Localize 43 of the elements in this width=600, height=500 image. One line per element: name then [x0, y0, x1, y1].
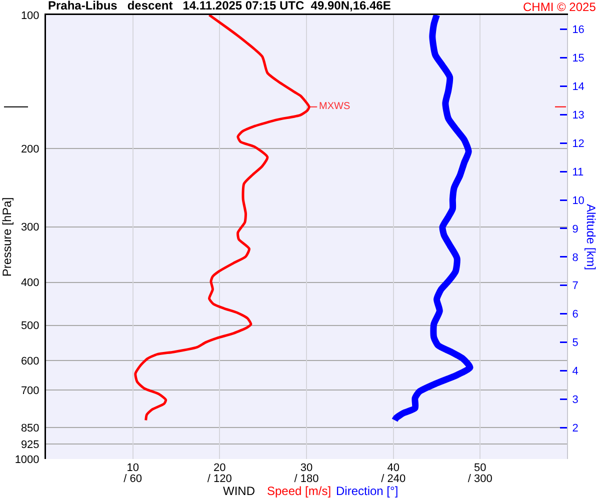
text: CHMI © 2025	[523, 0, 596, 14]
x-axis-title: WIND	[223, 484, 256, 498]
y-tick-label: 700	[20, 385, 40, 398]
y2-tick-label: 9	[572, 223, 578, 236]
x-tick-label: 40	[387, 462, 400, 474]
y-tick-label: 100	[20, 10, 40, 22]
y2-tick-label: 2	[572, 422, 578, 435]
y-tick-label: 200	[20, 144, 40, 156]
y2-tick-label: 3	[572, 394, 578, 406]
x-tick-label: 20	[214, 462, 226, 474]
x2-tick-label: / 240	[381, 473, 406, 485]
y2-tick-label: 5	[572, 337, 578, 350]
y2-tick-label: 16	[572, 24, 584, 36]
y2-tick-label: 8	[572, 252, 578, 264]
y2-tick-label: 13	[572, 109, 584, 122]
y-axis-title: Pressure [hPa]	[0, 197, 14, 277]
y-tick-label: 500	[20, 320, 40, 332]
y2-tick-label: 15	[572, 52, 584, 65]
y2-axis-title: Altitude [km]	[584, 204, 598, 270]
y-tick-label: 600	[20, 355, 40, 368]
y2-tick-label: 4	[572, 366, 578, 378]
x-tick-label: 10	[126, 462, 139, 474]
annotation: MXWS	[319, 101, 350, 112]
y2-tick-label: 11	[572, 166, 584, 178]
y2-tick-label: 14	[572, 81, 584, 93]
y-tick-label: 300	[20, 222, 40, 234]
x2-tick-label: / 60	[124, 473, 142, 485]
y-tick-label: 925	[20, 438, 40, 451]
y2-tick-label: 7	[572, 280, 578, 292]
y-tick-label: 1000	[14, 454, 40, 466]
text: Speed [m/s]	[267, 484, 332, 498]
x2-tick-label: / 180	[294, 473, 319, 485]
y2-tick-label: 12	[572, 138, 584, 150]
chart-title: Praha-Libus descent 14.11.2025 07:15 UTC 49.90N,16.46E	[48, 0, 391, 12]
x2-tick-label: / 300	[468, 473, 492, 485]
y-tick-label: 850	[20, 422, 40, 435]
y2-tick-label: 6	[572, 308, 578, 321]
x-tick-label: 50	[474, 462, 486, 474]
text: Direction [°]	[336, 484, 398, 498]
x2-tick-label: / 120	[207, 473, 232, 485]
x-tick-label: 30	[300, 462, 313, 474]
y2-tick-label: 10	[572, 194, 584, 207]
y-tick-label: 400	[20, 277, 40, 290]
